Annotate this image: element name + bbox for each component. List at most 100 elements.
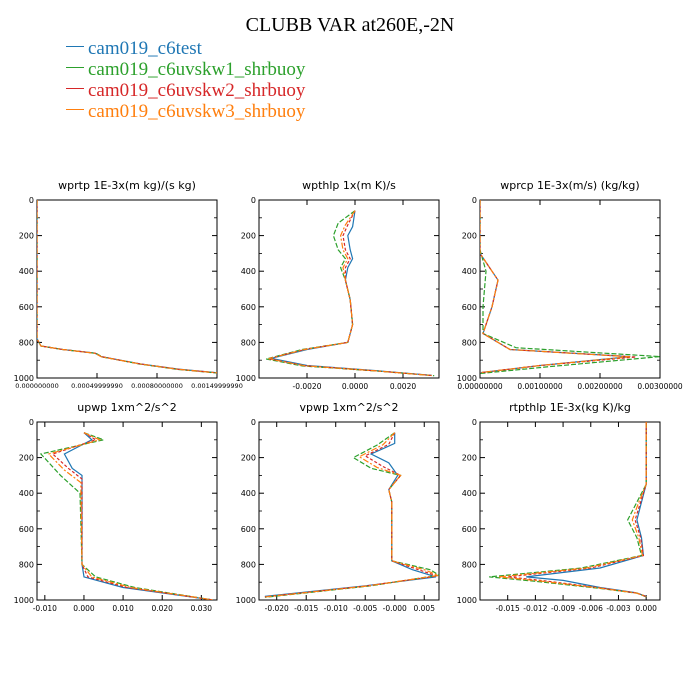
legend-label: cam019_c6uvskw2_shrbuoy — [88, 80, 306, 101]
legend-label: cam019_c6uvskw3_shrbuoy — [88, 101, 306, 122]
y-tick-label: 0 — [251, 418, 256, 427]
y-tick-label: 1000 — [236, 596, 256, 605]
y-tick-label: 400 — [19, 267, 34, 276]
series-line — [37, 200, 217, 374]
panel-title: wprtp 1E-3x(m kg)/(s kg) — [58, 179, 196, 192]
legend-item: cam019_c6uvskw3_shrbuoy — [66, 101, 305, 122]
x-tick-label: 0.000 — [635, 604, 657, 613]
y-tick-label: 1000 — [236, 374, 256, 383]
legend-label: cam019_c6test — [88, 38, 202, 59]
y-tick-label: 400 — [241, 489, 256, 498]
x-tick-label: 0.0020 — [390, 382, 416, 391]
panel: wprtp 1E-3x(m kg)/(s kg) 0 200 400 600 800 100… — [14, 179, 243, 390]
panel-frame — [258, 199, 440, 379]
y-tick-label: 600 — [241, 525, 256, 534]
x-tick-label: 0.030 — [191, 604, 213, 613]
legend-item: cam019_c6uvskw1_shrbuoy — [66, 59, 305, 80]
legend-item: cam019_c6test — [66, 38, 305, 59]
y-tick-label: 1000 — [14, 374, 34, 383]
x-tick-label: -0.015 — [294, 604, 318, 613]
x-tick-label: 0.000000000 — [15, 382, 58, 390]
x-tick-label: -0.010 — [324, 604, 348, 613]
y-tick-label: 600 — [19, 303, 34, 312]
x-tick-label: 0.010 — [112, 604, 134, 613]
series-line — [526, 422, 647, 597]
x-tick-label: 0.020 — [151, 604, 173, 613]
y-tick-label: 600 — [241, 303, 256, 312]
y-tick-label: 200 — [462, 232, 477, 241]
y-tick-label: 800 — [241, 338, 256, 347]
x-tick-label: -0.006 — [579, 604, 603, 613]
y-tick-label: 400 — [19, 489, 34, 498]
series-line — [264, 432, 438, 598]
series-line — [270, 210, 432, 376]
series-line — [264, 432, 437, 597]
y-tick-label: 800 — [462, 338, 477, 347]
series-line — [63, 432, 214, 600]
x-tick-label: 0.0000 — [342, 382, 368, 391]
series-line — [264, 432, 439, 598]
series-line — [264, 432, 439, 598]
y-tick-label: 400 — [462, 267, 477, 276]
x-tick-label: 0.00100000 — [517, 382, 563, 391]
y-tick-label: 200 — [241, 232, 256, 241]
series-line — [47, 432, 214, 600]
x-tick-label: 0.00300000 — [637, 382, 683, 391]
series-line — [268, 210, 432, 377]
x-tick-label: 0.005 — [414, 604, 436, 613]
x-tick-label: -0.015 — [496, 604, 520, 613]
y-tick-label: 800 — [241, 560, 256, 569]
y-tick-label: 0 — [29, 196, 34, 205]
y-tick-label: 0 — [29, 418, 34, 427]
x-tick-label: -0.0020 — [293, 382, 322, 391]
y-tick-label: 0 — [472, 418, 477, 427]
panel-title: vpwp 1xm^2/s^2 — [299, 401, 398, 414]
x-tick-label: 0.00000000 — [457, 382, 503, 391]
legend-swatch — [66, 88, 84, 90]
x-tick-label: 0.00080000000 — [131, 382, 183, 390]
x-tick-label: 0.000 — [73, 604, 95, 613]
panel-frame — [479, 421, 661, 601]
legend: cam019_c6test cam019_c6uvskw1_shrbuoy ca… — [66, 38, 305, 122]
panel: rtpthlp 1E-3x(kg K)/kg 0 200 400 600 800 1000 -… — [457, 401, 661, 613]
series-line — [37, 200, 217, 374]
panel-frame — [258, 421, 440, 601]
panel: upwp 1xm^2/s^2 0 200 400 600 800 1000-0.010 0.0… — [14, 401, 218, 613]
panel: vpwp 1xm^2/s^2 0 200 400 600 800 1000 -0.020 -0.… — [236, 401, 440, 613]
x-tick-label: -0.003 — [606, 604, 630, 613]
series-line — [507, 422, 647, 598]
series-line — [37, 200, 217, 374]
series-line — [37, 200, 217, 374]
y-tick-label: 200 — [19, 454, 34, 463]
y-tick-label: 200 — [241, 454, 256, 463]
series-line — [489, 422, 647, 598]
legend-swatch — [66, 46, 84, 48]
series-line — [268, 210, 432, 377]
series-line — [498, 422, 647, 598]
x-tick-label: -0.012 — [523, 604, 547, 613]
y-tick-label: 600 — [462, 525, 477, 534]
page-title: CLUBB VAR at260E,-2N — [245, 14, 455, 36]
y-tick-label: 0 — [251, 196, 256, 205]
x-tick-label: -0.000 — [383, 604, 407, 613]
panel: wprcp 1E-3x(m/s) (kg/kg) 0 200 400 600 800 100… — [457, 179, 683, 391]
y-tick-label: 400 — [462, 489, 477, 498]
x-tick-label: -0.020 — [265, 604, 289, 613]
y-tick-label: 200 — [462, 454, 477, 463]
y-tick-label: 200 — [19, 232, 34, 241]
series-line — [480, 200, 637, 374]
y-tick-label: 1000 — [14, 596, 34, 605]
series-line — [266, 210, 435, 377]
y-tick-label: 600 — [19, 525, 34, 534]
series-line — [480, 200, 631, 374]
panel-title: upwp 1xm^2/s^2 — [77, 401, 177, 414]
x-tick-label: 0.00149999990 — [191, 382, 243, 390]
legend-swatch — [66, 67, 84, 69]
panel: wpthlp 1x(m K)/s 0 200 400 600 800 1000 -0.0020… — [236, 179, 440, 391]
x-tick-label: 0.00200000 — [577, 382, 623, 391]
y-tick-label: 400 — [241, 267, 256, 276]
x-tick-label: 0.00049999990 — [71, 382, 123, 390]
x-tick-label: -0.010 — [33, 604, 57, 613]
y-tick-label: 800 — [462, 560, 477, 569]
